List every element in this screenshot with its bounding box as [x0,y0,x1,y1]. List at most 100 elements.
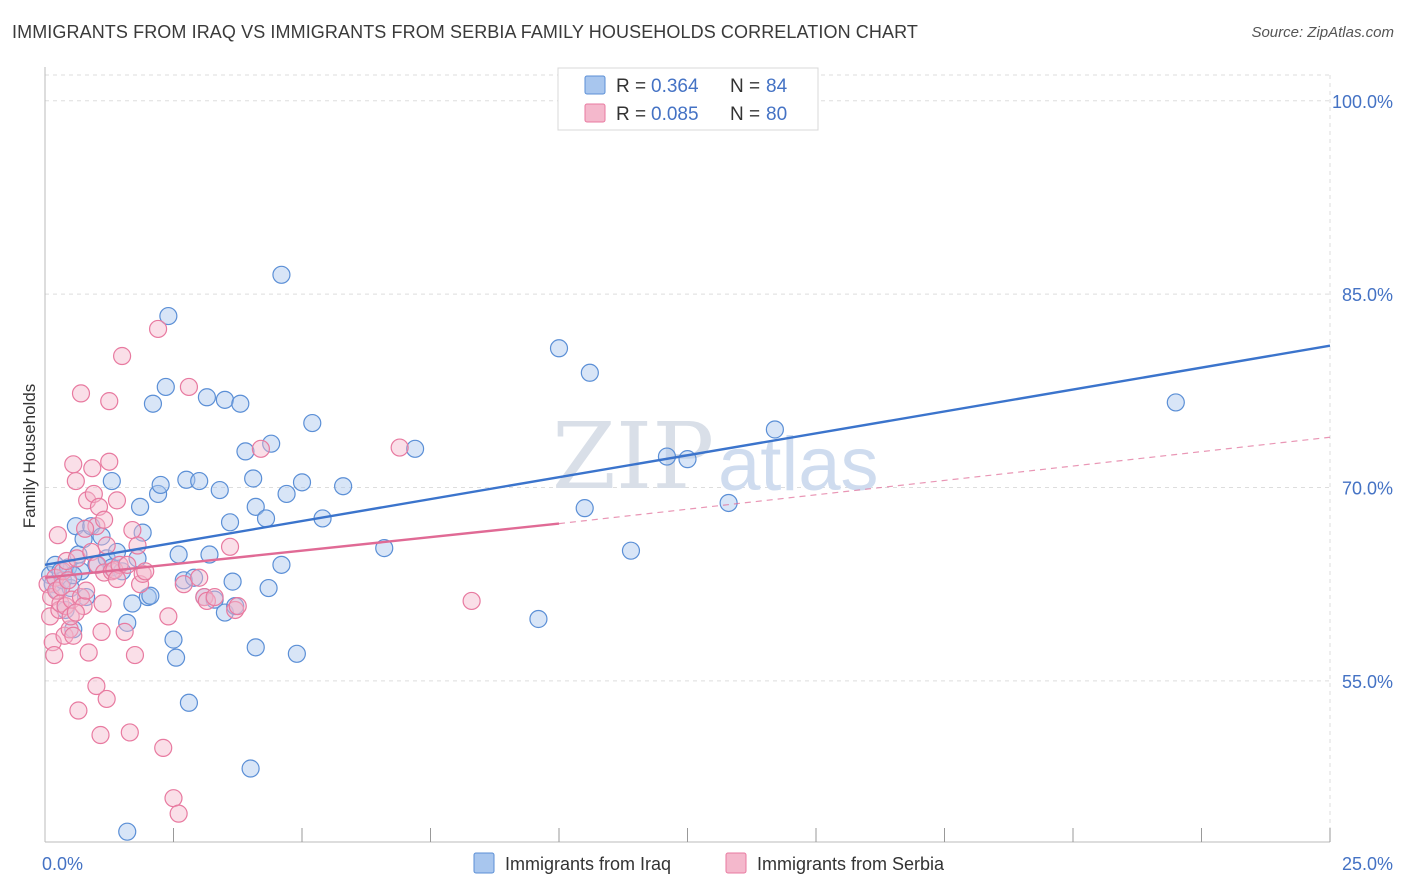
legend-serbia-r-value: 0.085 [651,104,699,125]
serbia-point-23 [69,701,88,720]
iraq-point-60 [262,434,281,453]
serbia-point-19 [64,626,83,645]
iraq-point-47 [215,390,234,409]
legend-serbia-swatch [584,103,606,123]
axes [44,67,1331,843]
serbia-point-75 [390,438,409,457]
serbia-point-29 [79,643,98,662]
bottom-legend-iraq-swatch [473,852,495,874]
serbia-point-37 [91,725,110,745]
iraq-point-50 [223,572,242,591]
iraq-point-64 [292,473,312,492]
serbia-point-66 [179,377,199,397]
serbia-point-44 [100,392,119,411]
iraq-point-55 [244,469,263,488]
top-legend: R = 0.364 N = 84 R = 0.085 N = 80 [557,67,819,131]
serbia-point-58 [133,564,152,583]
iraq-point-24 [123,594,142,613]
serbia-point-53 [120,723,139,742]
iraq-point-77 [719,493,738,513]
serbia-trend-line-extended [558,436,1331,525]
iraq-point-49 [220,513,240,532]
serbia-point-59 [136,562,155,581]
serbia-point-64 [169,804,188,823]
serbia-point-74 [251,439,270,458]
trend-lines [44,344,1331,579]
legend-iraq-n-value: 84 [766,76,788,97]
y-axis-label: Family Households [20,384,39,529]
iraq-point-52 [231,394,250,413]
serbia-point-61 [154,738,173,757]
iraq-point-46 [210,480,229,500]
iraq-trend-line [44,344,1331,567]
serbia-point-71 [220,537,240,556]
legend-iraq-r-value: 0.364 [651,76,699,97]
serbia-point-39 [93,594,112,613]
iraq-point-54 [241,759,260,778]
serbia-point-20 [64,455,83,474]
iraq-point-72 [575,499,594,518]
serbia-point-7 [48,526,67,545]
iraq-point-78 [765,420,784,439]
serbia-point-51 [115,622,134,641]
serbia-point-34 [87,676,106,696]
serbia-point-38 [92,622,111,641]
serbia-point-25 [71,384,91,403]
iraq-point-71 [549,339,569,358]
iraq-point-36 [169,545,188,564]
iraq-point-80 [272,265,291,284]
legend-iraq-swatch [584,75,606,95]
serbia-point-63 [164,789,183,808]
iraq-point-59 [259,578,278,598]
y-tick-label-2: 85.0% [1342,285,1393,305]
watermark-atlas: atlas [718,422,879,507]
serbia-point-70 [205,587,224,607]
iraq-point-81 [118,822,137,841]
serbia-point-50 [112,346,132,366]
iraq-point-39 [179,693,199,712]
iraq-point-58 [256,509,276,528]
serbia-point-48 [107,491,127,510]
serbia-point-43 [97,689,116,709]
iraq-point-53 [236,442,255,461]
legend-serbia-n-value: 80 [766,104,787,125]
iraq-point-79 [1166,393,1185,412]
serbia-point-78 [75,519,95,538]
serbia-point-27 [77,581,96,600]
serbia-point-21 [66,471,85,491]
serbia-point-31 [83,459,102,478]
iraq-point-33 [159,306,178,326]
iraq-point-83 [141,586,160,605]
serbia-point-54 [123,520,142,540]
iraq-point-62 [277,484,296,504]
iraq-point-65 [303,413,322,433]
iraq-point-29 [143,394,163,413]
iraq-point-56 [246,497,265,516]
iraq-point-37 [174,571,193,590]
iraq-point-63 [287,644,306,663]
iraq-point-31 [151,475,170,495]
iraq-point-70 [529,609,548,629]
serbia-point-67 [190,568,209,587]
iraq-point-67 [334,477,353,496]
bottom-legend-serbia-label: Immigrants from Serbia [757,854,945,874]
watermark: ZIP atlas [552,403,879,510]
serbia-point-73 [228,596,247,616]
serbia-point-62 [159,607,178,626]
legend-serbia-n-label: N = [730,104,760,125]
iraq-point-43 [197,388,217,407]
y-tick-labels: 55.0% 70.0% 85.0% 100.0% [1332,92,1393,692]
serbia-point-40 [95,510,114,529]
serbia-point-60 [148,319,168,339]
serbia-trend-line [44,522,560,579]
series-iraq-points [41,265,1185,841]
bottom-legend: Immigrants from Iraq Immigrants from Ser… [473,852,945,874]
serbia-point-45 [100,452,119,471]
source-credit: Source: ZipAtlas.com [1251,24,1394,41]
legend-serbia-r-label: R = [616,104,646,125]
legend-iraq-r-label: R = [616,76,646,97]
chart-title: IMMIGRANTS FROM IRAQ VS IMMIGRANTS FROM … [12,22,918,42]
y-tick-label-0: 55.0% [1342,672,1393,692]
iraq-point-35 [166,648,186,667]
